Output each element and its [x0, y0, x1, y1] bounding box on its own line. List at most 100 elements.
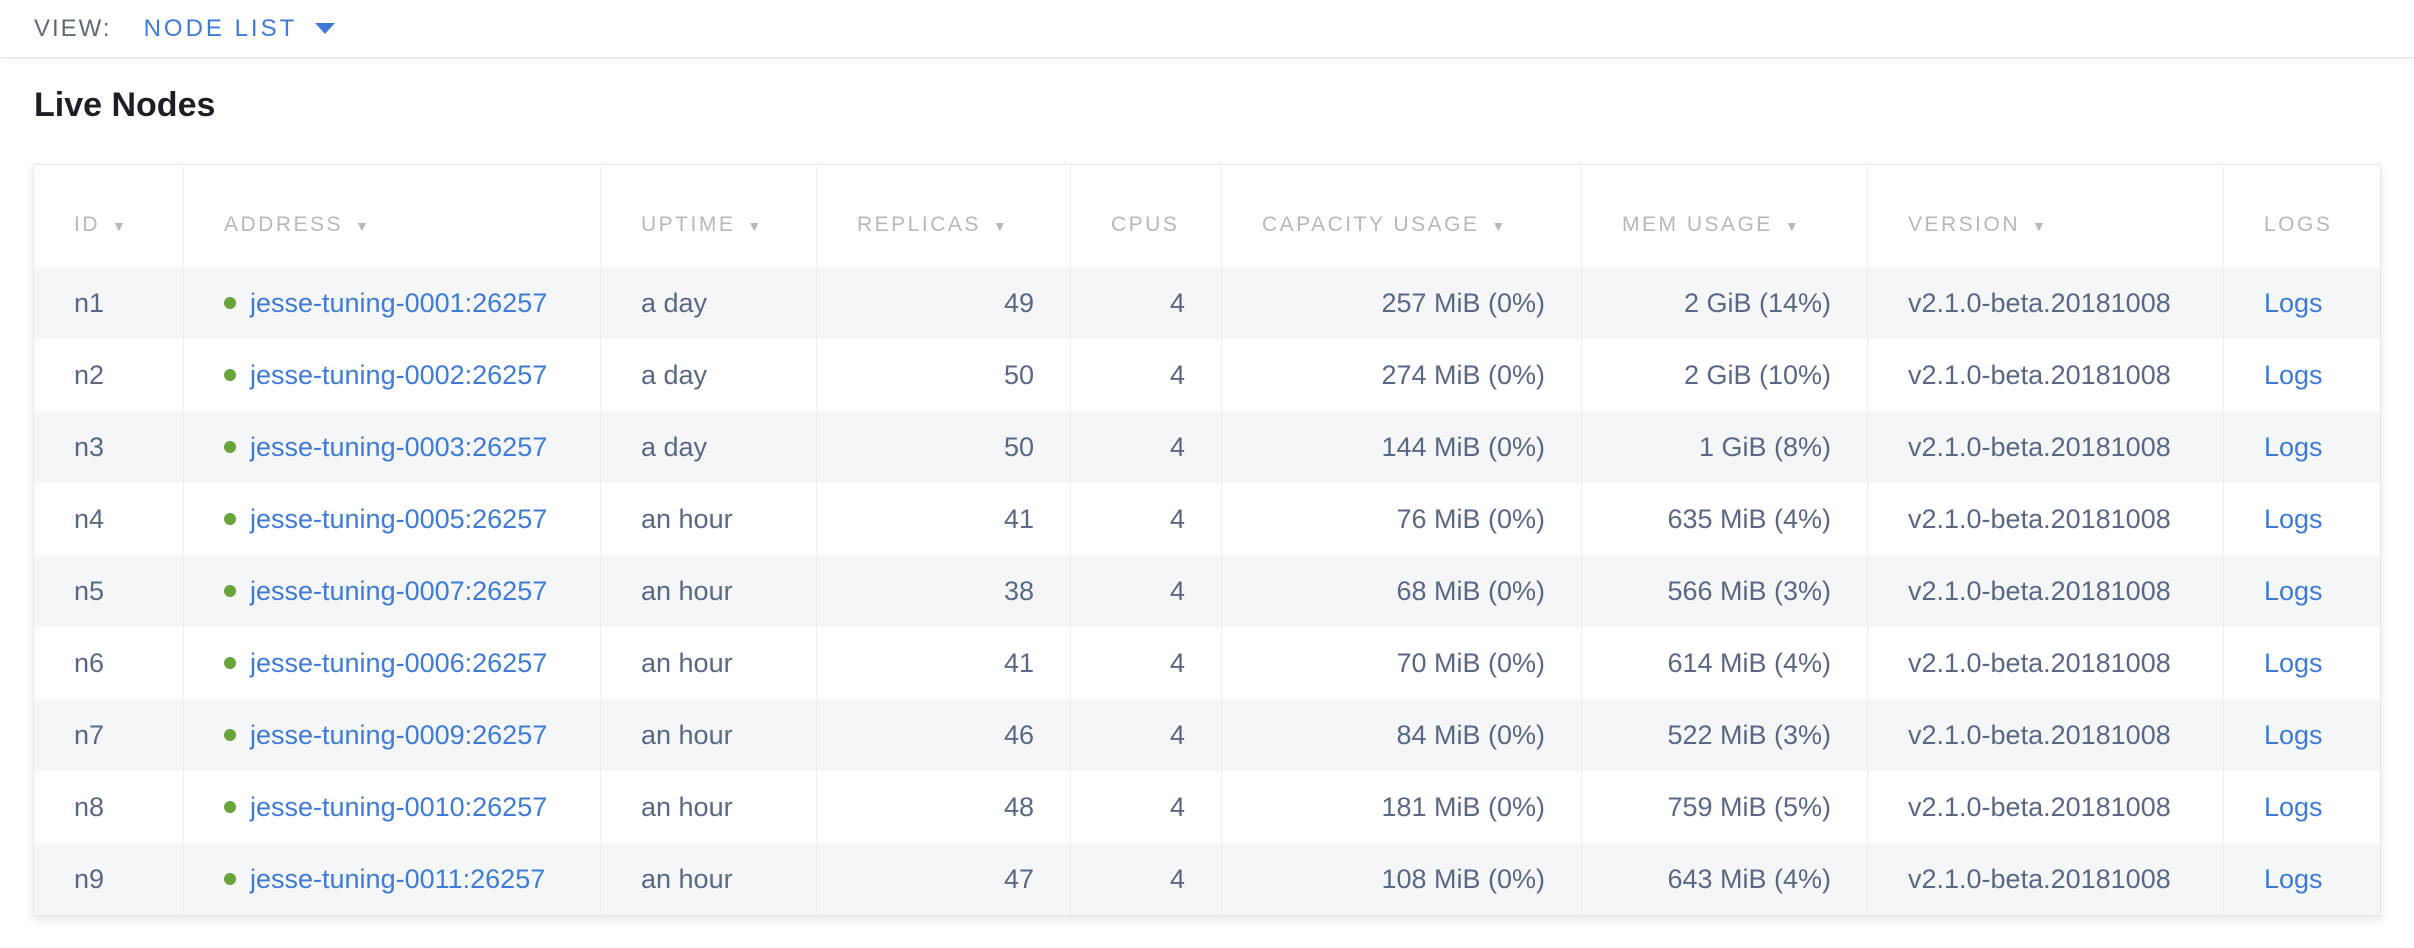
sort-desc-icon[interactable]: ▼ — [1491, 218, 1508, 234]
sort-desc-icon[interactable]: ▼ — [992, 218, 1010, 234]
node-address-cell: jesse-tuning-0003:26257 — [184, 411, 601, 483]
logs-cell: Logs — [2224, 411, 2380, 483]
node-address-link[interactable]: jesse-tuning-0001:26257 — [250, 287, 548, 318]
mem-usage-cell: 522 MiB (3%) — [1582, 699, 1868, 771]
node-live-status-icon — [224, 369, 236, 381]
node-id-cell: n4 — [34, 483, 184, 555]
logs-link[interactable]: Logs — [2264, 431, 2323, 462]
uptime-cell: a day — [601, 411, 817, 483]
column-header-uptime[interactable]: UPTIME ▼ — [601, 165, 817, 267]
logs-link[interactable]: Logs — [2264, 287, 2323, 318]
node-address-link[interactable]: jesse-tuning-0007:26257 — [250, 575, 548, 606]
replicas-cell: 41 — [817, 483, 1071, 555]
node-address-cell: jesse-tuning-0006:26257 — [184, 627, 601, 699]
node-address-link[interactable]: jesse-tuning-0006:26257 — [250, 647, 548, 678]
replicas-cell: 41 — [817, 627, 1071, 699]
version-cell: v2.1.0-beta.20181008 — [1868, 411, 2224, 483]
node-live-status-icon — [224, 873, 236, 885]
sort-desc-icon[interactable]: ▼ — [2032, 218, 2049, 234]
table-header-row: ID ▼ ADDRESS ▼ UPTIME ▼ REPLICAS ▼ CPUS … — [34, 165, 2380, 267]
uptime-cell: an hour — [601, 699, 817, 771]
node-address-link[interactable]: jesse-tuning-0011:26257 — [250, 863, 546, 894]
node-address-cell: jesse-tuning-0007:26257 — [184, 555, 601, 627]
logs-cell: Logs — [2224, 771, 2380, 843]
mem-usage-cell: 2 GiB (10%) — [1582, 339, 1868, 411]
cpus-cell: 4 — [1071, 843, 1222, 915]
column-header-cpus: CPUS — [1071, 165, 1222, 267]
logs-link[interactable]: Logs — [2264, 575, 2323, 606]
node-address-cell: jesse-tuning-0011:26257 — [184, 843, 601, 915]
cpus-cell: 4 — [1071, 771, 1222, 843]
node-address-link[interactable]: jesse-tuning-0005:26257 — [250, 503, 548, 534]
logs-cell: Logs — [2224, 339, 2380, 411]
table-row: n4 jesse-tuning-0005:26257 an hour 41 4 … — [34, 483, 2380, 555]
view-selector-dropdown[interactable]: NODE LIST — [144, 15, 336, 43]
logs-link[interactable]: Logs — [2264, 647, 2323, 678]
replicas-cell: 50 — [817, 411, 1071, 483]
sort-desc-icon[interactable]: ▼ — [747, 218, 764, 234]
table-body: n1 jesse-tuning-0001:26257 a day 49 4 25… — [34, 267, 2380, 915]
mem-usage-cell: 2 GiB (14%) — [1582, 267, 1868, 339]
column-header-id[interactable]: ID ▼ — [34, 165, 184, 267]
logs-link[interactable]: Logs — [2264, 719, 2323, 750]
table-row: n2 jesse-tuning-0002:26257 a day 50 4 27… — [34, 339, 2380, 411]
capacity-usage-cell: 84 MiB (0%) — [1222, 699, 1582, 771]
column-header-capacity-usage[interactable]: CAPACITY USAGE ▼ — [1222, 165, 1582, 267]
logs-link[interactable]: Logs — [2264, 359, 2323, 390]
node-address-link[interactable]: jesse-tuning-0002:26257 — [250, 359, 548, 390]
view-bar: VIEW: NODE LIST — [0, 0, 2414, 58]
sort-desc-icon[interactable]: ▼ — [112, 218, 129, 234]
uptime-cell: an hour — [601, 843, 817, 915]
cpus-cell: 4 — [1071, 699, 1222, 771]
version-cell: v2.1.0-beta.20181008 — [1868, 483, 2224, 555]
capacity-usage-cell: 257 MiB (0%) — [1222, 267, 1582, 339]
cpus-cell: 4 — [1071, 339, 1222, 411]
sort-desc-icon[interactable]: ▼ — [1784, 218, 1802, 234]
page-title: Live Nodes — [34, 86, 216, 124]
table-row: n5 jesse-tuning-0007:26257 an hour 38 4 … — [34, 555, 2380, 627]
node-live-status-icon — [224, 657, 236, 669]
capacity-usage-cell: 144 MiB (0%) — [1222, 411, 1582, 483]
table-row: n3 jesse-tuning-0003:26257 a day 50 4 14… — [34, 411, 2380, 483]
mem-usage-cell: 635 MiB (4%) — [1582, 483, 1868, 555]
node-address-link[interactable]: jesse-tuning-0009:26257 — [250, 719, 548, 750]
version-cell: v2.1.0-beta.20181008 — [1868, 699, 2224, 771]
node-id-cell: n7 — [34, 699, 184, 771]
node-address-link[interactable]: jesse-tuning-0010:26257 — [250, 791, 548, 822]
logs-link[interactable]: Logs — [2264, 503, 2323, 534]
node-live-status-icon — [224, 729, 236, 741]
live-nodes-table: ID ▼ ADDRESS ▼ UPTIME ▼ REPLICAS ▼ CPUS … — [33, 164, 2381, 916]
node-address-link[interactable]: jesse-tuning-0003:26257 — [250, 431, 548, 462]
node-id-cell: n2 — [34, 339, 184, 411]
node-address-cell: jesse-tuning-0002:26257 — [184, 339, 601, 411]
column-header-version[interactable]: VERSION ▼ — [1868, 165, 2224, 267]
replicas-cell: 38 — [817, 555, 1071, 627]
logs-link[interactable]: Logs — [2264, 863, 2323, 894]
node-address-cell: jesse-tuning-0005:26257 — [184, 483, 601, 555]
version-cell: v2.1.0-beta.20181008 — [1868, 267, 2224, 339]
node-address-cell: jesse-tuning-0001:26257 — [184, 267, 601, 339]
node-id-cell: n1 — [34, 267, 184, 339]
uptime-cell: an hour — [601, 771, 817, 843]
mem-usage-cell: 566 MiB (3%) — [1582, 555, 1868, 627]
logs-cell: Logs — [2224, 483, 2380, 555]
capacity-usage-cell: 108 MiB (0%) — [1222, 843, 1582, 915]
column-header-mem-usage[interactable]: MEM USAGE ▼ — [1582, 165, 1868, 267]
column-header-replicas[interactable]: REPLICAS ▼ — [817, 165, 1071, 267]
uptime-cell: an hour — [601, 483, 817, 555]
node-address-cell: jesse-tuning-0009:26257 — [184, 699, 601, 771]
uptime-cell: an hour — [601, 555, 817, 627]
capacity-usage-cell: 68 MiB (0%) — [1222, 555, 1582, 627]
node-live-status-icon — [224, 441, 236, 453]
column-header-address[interactable]: ADDRESS ▼ — [184, 165, 601, 267]
node-live-status-icon — [224, 297, 236, 309]
logs-link[interactable]: Logs — [2264, 791, 2323, 822]
view-selected-value[interactable]: NODE LIST — [143, 14, 298, 42]
version-cell: v2.1.0-beta.20181008 — [1868, 339, 2224, 411]
dropdown-caret-icon[interactable] — [315, 23, 336, 34]
sort-desc-icon[interactable]: ▼ — [355, 218, 372, 234]
cpus-cell: 4 — [1071, 411, 1222, 483]
mem-usage-cell: 759 MiB (5%) — [1582, 771, 1868, 843]
cpus-cell: 4 — [1071, 483, 1222, 555]
version-cell: v2.1.0-beta.20181008 — [1868, 771, 2224, 843]
